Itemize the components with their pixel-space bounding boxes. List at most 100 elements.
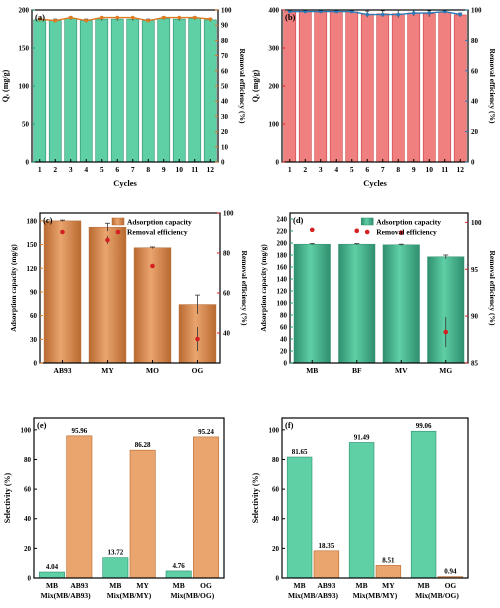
y-tick-label: 120 bbox=[277, 288, 288, 296]
x-tick-label: 11 bbox=[191, 165, 198, 174]
removal-point bbox=[150, 263, 155, 269]
x-tick-label: OG bbox=[192, 366, 204, 375]
x-tick-label: 10 bbox=[426, 165, 434, 174]
bar bbox=[298, 11, 312, 163]
x-tick-label: OG bbox=[200, 581, 212, 590]
plot-frame bbox=[39, 212, 221, 364]
x-tick-label: MB bbox=[356, 581, 368, 590]
removal-point bbox=[84, 18, 89, 23]
x-tick-label: MB bbox=[109, 581, 121, 590]
removal-point bbox=[130, 15, 135, 20]
bar bbox=[313, 550, 340, 579]
y-tick-label: 0 bbox=[28, 575, 32, 583]
y-axis-label: Qₑ (mg/g) bbox=[1, 69, 10, 102]
data-label: 95.24 bbox=[198, 428, 214, 436]
data-label: 86.28 bbox=[135, 441, 151, 449]
group-label: Mix(MB/OG) bbox=[170, 591, 214, 600]
removal-point bbox=[398, 230, 404, 235]
panel-d: 0 20 40 60 80 100 120 140 160 180 200 220 240 Adsorpt… bbox=[259, 212, 497, 375]
y-tick-label: 180 bbox=[27, 217, 38, 225]
bar bbox=[172, 18, 186, 163]
bar bbox=[157, 18, 171, 163]
y-tick-label: 80 bbox=[24, 456, 32, 464]
y-tick-label: 400 bbox=[269, 7, 280, 15]
plot-frame bbox=[33, 417, 225, 579]
removal-point bbox=[105, 237, 110, 243]
y2-tick-label: 80 bbox=[221, 37, 229, 45]
y-tick-label: 240 bbox=[277, 216, 288, 224]
y-tick-label: 40 bbox=[280, 336, 288, 344]
y-tick-label: 90 bbox=[30, 288, 38, 296]
x-tick-label: 11 bbox=[441, 165, 448, 174]
y-tick-label: 0 bbox=[284, 360, 288, 368]
bar bbox=[410, 430, 437, 579]
removal-point bbox=[287, 9, 292, 14]
y2-tick-label: 90 bbox=[471, 313, 479, 321]
bar bbox=[88, 226, 127, 364]
y2-tick-label: 0 bbox=[221, 159, 225, 167]
x-tick-label: MB bbox=[418, 581, 430, 590]
bar bbox=[382, 244, 420, 364]
y2-axis-label: Removal efficiency (%) bbox=[240, 251, 249, 326]
removal-point bbox=[60, 229, 65, 235]
legend-label: Adsorption capacity bbox=[376, 218, 441, 227]
y2-tick-label: 20 bbox=[221, 128, 229, 136]
y-tick-label: 80 bbox=[280, 312, 288, 320]
x-tick-label: BF bbox=[352, 366, 362, 375]
x-tick-label: 12 bbox=[207, 165, 215, 174]
panel-label: (b) bbox=[285, 12, 296, 22]
y2-tick-label: 50 bbox=[221, 83, 229, 91]
removal-point bbox=[365, 12, 370, 17]
y-tick-label: 50 bbox=[22, 121, 30, 129]
group-label: Mix(MB/MY) bbox=[107, 591, 152, 600]
y2-tick-label: 85 bbox=[471, 360, 479, 368]
panel-label: (c) bbox=[43, 215, 53, 225]
x-tick-label: MV bbox=[395, 366, 408, 375]
y-tick-label: 220 bbox=[277, 228, 288, 236]
y-tick-label: 20 bbox=[24, 545, 32, 553]
y-tick-label: 200 bbox=[19, 7, 30, 15]
y-tick-label: 150 bbox=[27, 241, 38, 249]
y-tick-label: 60 bbox=[280, 324, 288, 332]
removal-point bbox=[443, 329, 449, 335]
bar bbox=[39, 571, 65, 579]
removal-point bbox=[309, 227, 315, 233]
y2-tick-label: 100 bbox=[223, 210, 234, 218]
y2-axis-label: Removal efficiency (%) bbox=[238, 49, 247, 124]
removal-point bbox=[161, 15, 166, 20]
x-tick-label: 3 bbox=[319, 165, 323, 174]
bar bbox=[453, 14, 467, 163]
removal-point bbox=[458, 12, 463, 17]
bar bbox=[376, 13, 390, 163]
removal-point bbox=[349, 9, 354, 14]
y-tick-label: 150 bbox=[19, 45, 30, 53]
x-tick-label: 2 bbox=[303, 165, 307, 174]
x-tick-label: 5 bbox=[100, 165, 104, 174]
panel-label: (d) bbox=[293, 215, 304, 225]
x-tick-label: 10 bbox=[176, 165, 184, 174]
data-label: 99.06 bbox=[416, 422, 432, 430]
removal-point bbox=[303, 9, 308, 14]
x-axis-label: Cycles bbox=[113, 178, 137, 188]
removal-point bbox=[192, 15, 197, 20]
y2-tick-label: 0 bbox=[471, 159, 475, 167]
y-axis-label: Selectivity (%) bbox=[3, 472, 12, 523]
y2-tick-label: 100 bbox=[221, 7, 232, 15]
x-tick-label: 3 bbox=[69, 165, 73, 174]
x-tick-label: MY bbox=[136, 581, 149, 590]
removal-point bbox=[411, 11, 416, 15]
x-tick-label: 5 bbox=[350, 165, 354, 174]
bar bbox=[283, 11, 297, 163]
removal-point bbox=[354, 228, 360, 234]
x-tick-label: 9 bbox=[162, 165, 166, 174]
y-tick-label: 60 bbox=[30, 312, 38, 320]
legend-label: Adsorption capacity bbox=[127, 218, 192, 227]
bar bbox=[360, 13, 374, 163]
bar bbox=[129, 449, 156, 579]
removal-point bbox=[115, 15, 120, 20]
legend-label: Removal efficiency bbox=[376, 228, 437, 237]
removal-point bbox=[208, 17, 213, 21]
y2-tick-label: 100 bbox=[471, 7, 482, 15]
y-tick-label: 0 bbox=[276, 159, 280, 167]
x-tick-label: MB bbox=[173, 581, 185, 590]
